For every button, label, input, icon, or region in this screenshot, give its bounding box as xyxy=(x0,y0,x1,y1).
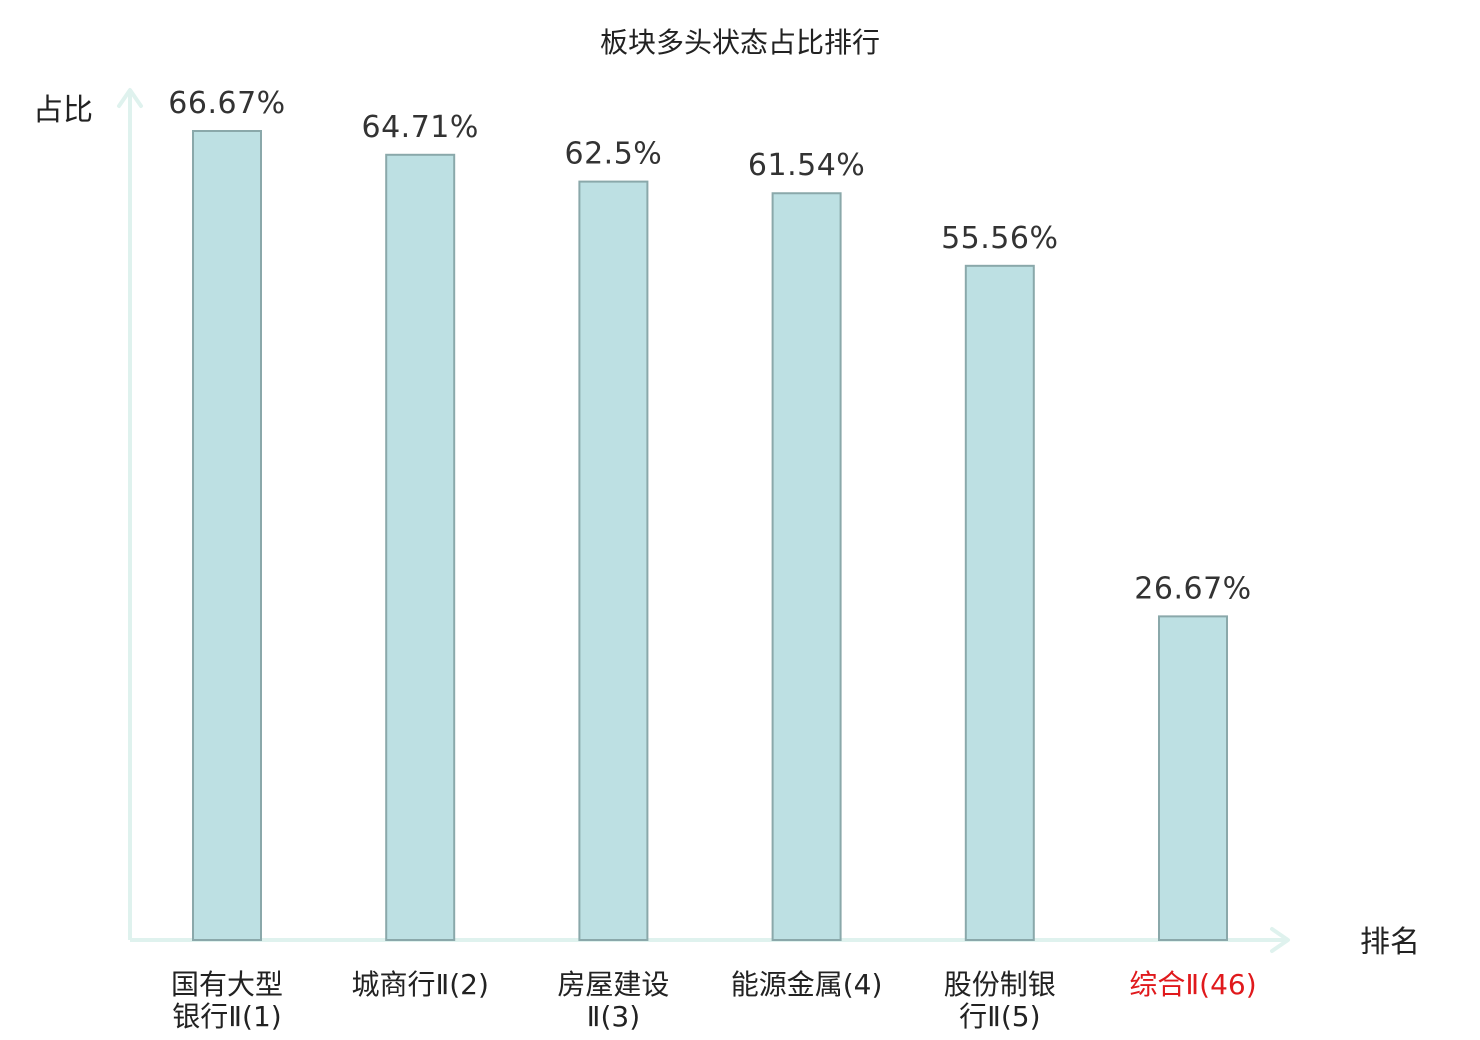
x-tick-label: 行Ⅱ(5) xyxy=(959,1000,1040,1033)
bar-series xyxy=(192,130,1228,942)
bar xyxy=(1158,615,1228,941)
bar xyxy=(964,264,1035,941)
bar-value-label: 62.5% xyxy=(564,137,662,172)
x-tick-label: 房屋建设 xyxy=(557,968,669,1001)
bar xyxy=(771,192,842,941)
x-tick-label: 银行Ⅱ(1) xyxy=(172,1000,281,1033)
y-axis: 占比 xyxy=(33,88,143,940)
bar xyxy=(578,180,649,942)
chart-title: 板块多头状态占比排行 xyxy=(600,26,880,59)
value-labels: 66.67% 64.71% 62.5% 61.54% 55.56% 26.67% xyxy=(168,86,1251,606)
bar-value-label: 55.56% xyxy=(941,221,1058,256)
x-tick-label: 能源金属(4) xyxy=(731,968,883,1001)
x-axis-arrow-icon xyxy=(1270,927,1290,953)
y-axis-arrow-icon xyxy=(117,88,143,108)
bar xyxy=(192,130,262,941)
bar-value-label: 26.67% xyxy=(1134,571,1251,606)
y-axis-label: 占比 xyxy=(33,93,93,128)
x-tick-label: 城商行Ⅱ(2) xyxy=(351,968,488,1001)
x-tick-label: 股份制银 xyxy=(944,968,1056,1001)
x-axis-label: 排名 xyxy=(1360,925,1420,960)
bar-value-label: 64.71% xyxy=(362,110,479,145)
x-tick-label: Ⅱ(3) xyxy=(587,1000,640,1033)
bar-value-label: 66.67% xyxy=(168,86,285,121)
x-tick-label: 国有大型 xyxy=(171,968,283,1001)
x-axis: 排名 xyxy=(130,925,1420,960)
bar xyxy=(385,153,456,942)
x-tick-label: 综合Ⅱ(46) xyxy=(1129,968,1256,1001)
bar-value-label: 61.54% xyxy=(748,148,865,183)
